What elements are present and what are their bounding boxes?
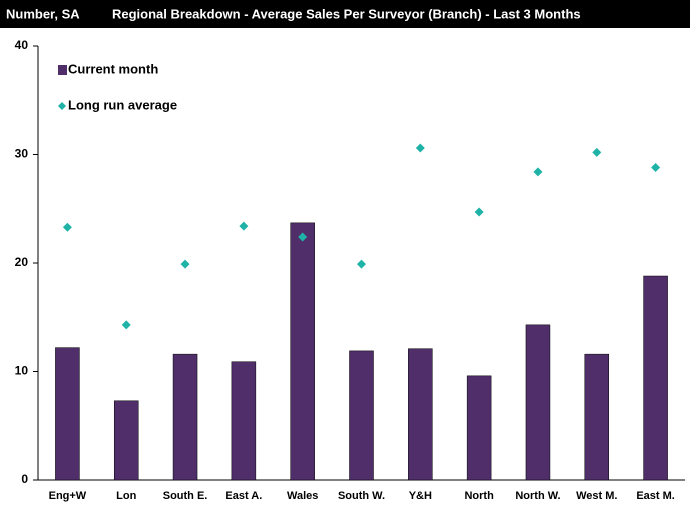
legend-swatch xyxy=(58,102,66,110)
legend-label: Current month xyxy=(68,61,158,76)
x-tick-label: East M. xyxy=(636,490,675,502)
marker xyxy=(121,320,131,330)
bar xyxy=(113,400,139,481)
marker xyxy=(474,207,484,217)
x-tick-label: Lon xyxy=(116,490,136,502)
bar xyxy=(290,222,315,481)
marker xyxy=(239,221,249,231)
bar xyxy=(584,353,610,481)
legend-swatch xyxy=(58,65,67,75)
bar xyxy=(408,348,433,481)
bar xyxy=(525,324,551,481)
marker xyxy=(298,232,308,242)
x-tick-label: North W. xyxy=(515,490,560,502)
x-tick-label: West M. xyxy=(576,490,617,502)
y-tick-label: 0 xyxy=(21,472,28,486)
y-tick-label: 40 xyxy=(15,38,29,52)
marker xyxy=(651,163,661,173)
marker xyxy=(415,143,425,153)
x-tick-label: Eng+W xyxy=(49,490,87,502)
bar xyxy=(172,353,198,481)
marker xyxy=(592,147,602,157)
x-tick-label: East A. xyxy=(225,490,262,502)
x-tick-label: North xyxy=(464,490,494,502)
bar xyxy=(55,347,80,481)
title-bar xyxy=(0,0,690,28)
marker xyxy=(62,222,72,232)
chart-title: Regional Breakdown - Average Sales Per S… xyxy=(112,6,581,21)
marker xyxy=(533,167,543,177)
legend-label: Long run average xyxy=(68,97,177,112)
bar xyxy=(349,350,374,481)
bar xyxy=(466,375,492,481)
x-tick-label: South W. xyxy=(338,490,385,502)
bar xyxy=(231,361,257,481)
x-tick-label: South E. xyxy=(163,490,208,502)
marker xyxy=(180,259,190,269)
marker xyxy=(357,259,366,269)
y-tick-label: 10 xyxy=(15,364,29,378)
x-tick-label: Wales xyxy=(287,490,318,502)
y-tick-label: 30 xyxy=(15,147,29,161)
bar xyxy=(643,275,668,481)
y-tick-label: 20 xyxy=(15,255,29,269)
x-tick-label: Y&H xyxy=(409,490,432,502)
chart-tag: Number, SA xyxy=(6,6,80,21)
